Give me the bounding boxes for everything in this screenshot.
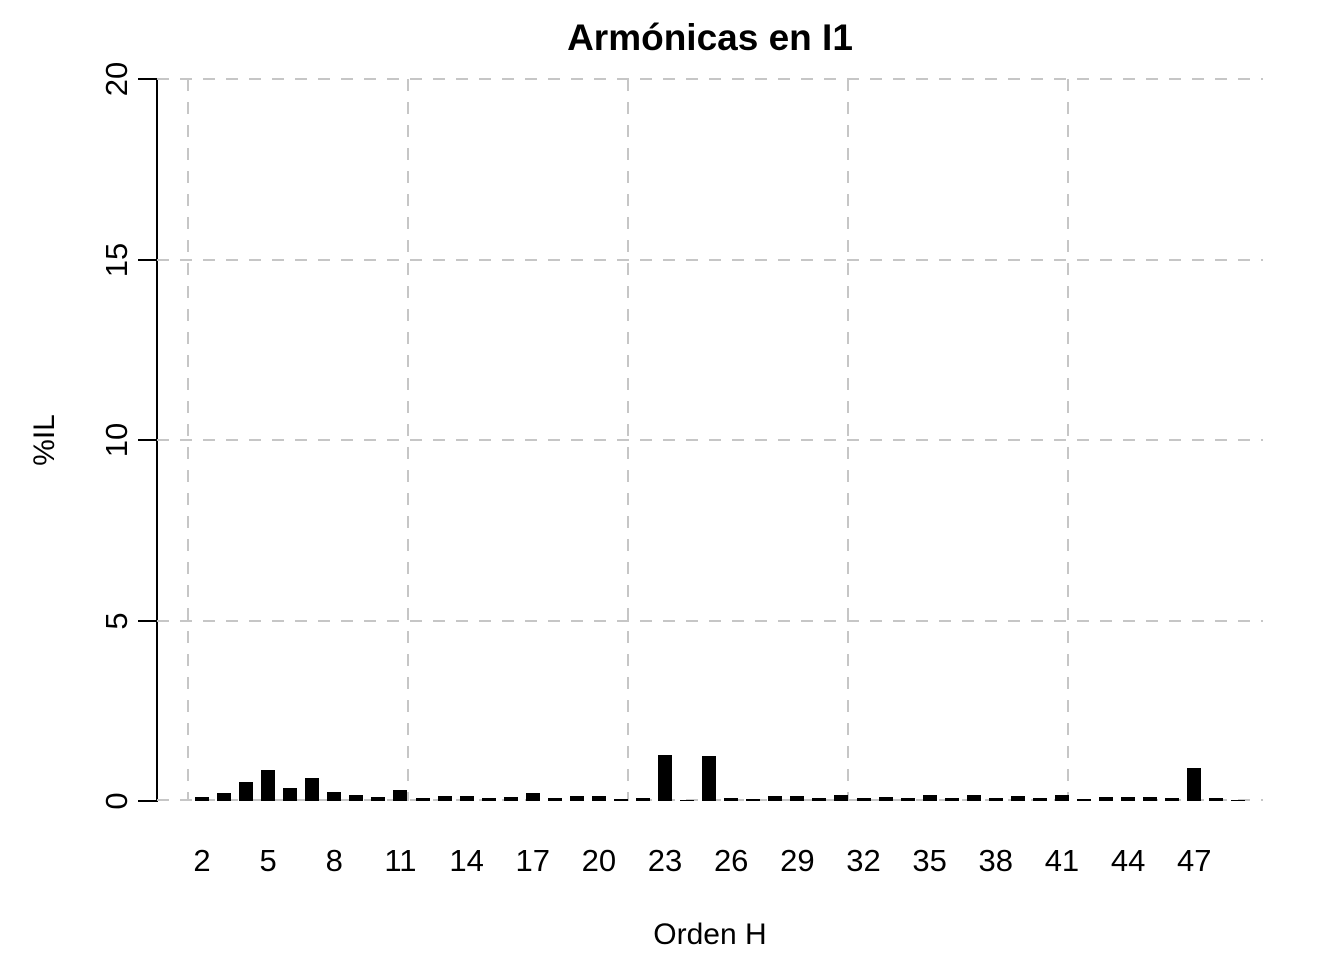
grid-v-line — [407, 79, 409, 801]
bar — [680, 800, 694, 801]
bar — [393, 790, 407, 801]
bar — [548, 798, 562, 801]
bar — [812, 798, 826, 801]
grid-h-line — [157, 619, 1263, 622]
bar — [746, 799, 760, 801]
y-tick — [138, 800, 157, 802]
chart-title: Armónicas en I1 — [567, 17, 853, 58]
bar — [614, 799, 628, 801]
x-tick-label: 5 — [259, 843, 277, 878]
grid-h-line — [157, 439, 1263, 441]
grid-v-line — [1067, 79, 1069, 801]
bar — [195, 797, 209, 801]
bar — [349, 795, 363, 801]
bar — [438, 796, 452, 801]
grid-v-line — [847, 79, 849, 801]
bar — [327, 792, 341, 801]
grid-h-line — [157, 258, 1263, 261]
bar — [834, 795, 848, 801]
bar — [1165, 798, 1179, 801]
x-tick-label: 2 — [193, 843, 211, 878]
grid-h-line — [157, 78, 1263, 80]
bar — [1209, 798, 1223, 801]
bar — [239, 782, 253, 801]
bar — [570, 796, 584, 801]
bar — [1143, 797, 1157, 801]
y-axis-title: %IL — [28, 414, 61, 466]
x-tick-label: 8 — [325, 843, 343, 878]
x-tick-label: 20 — [581, 843, 617, 878]
x-tick-label: 14 — [449, 843, 484, 878]
bar — [217, 793, 231, 801]
bar — [283, 788, 297, 801]
bar — [790, 796, 804, 801]
y-tick-label: 5 — [99, 611, 134, 630]
y-tick — [138, 439, 157, 441]
bar — [1077, 799, 1091, 801]
x-tick-label: 35 — [912, 843, 947, 878]
y-tick-label: 0 — [99, 792, 134, 810]
bar — [460, 796, 474, 801]
grid-v-line — [187, 79, 189, 801]
bar — [1231, 800, 1245, 801]
bar — [658, 755, 672, 801]
bar — [305, 778, 319, 801]
bar — [1033, 798, 1047, 801]
x-tick-label: 23 — [647, 843, 683, 878]
bar — [1099, 797, 1113, 801]
bar — [592, 796, 606, 801]
x-axis-title: Orden H — [653, 918, 767, 951]
y-tick — [138, 258, 157, 261]
bar — [1121, 797, 1135, 801]
bar — [879, 797, 893, 801]
y-tick — [138, 78, 157, 80]
x-tick-label: 41 — [1044, 843, 1080, 878]
bar — [1187, 768, 1201, 801]
x-tick-label: 17 — [515, 843, 550, 878]
bar — [857, 798, 871, 801]
bar — [724, 798, 738, 801]
x-tick-label: 26 — [713, 843, 749, 878]
y-tick-label: 10 — [99, 422, 134, 458]
bar — [768, 796, 782, 801]
x-tick-label: 47 — [1177, 843, 1212, 878]
bar — [1011, 796, 1025, 801]
x-tick-label: 44 — [1110, 843, 1146, 878]
bar — [945, 798, 959, 801]
x-tick-label: 11 — [384, 843, 417, 878]
plot-area — [157, 78, 1263, 801]
x-tick-label: 38 — [978, 843, 1014, 878]
bar — [967, 795, 981, 801]
bar — [989, 798, 1003, 801]
y-tick-label: 20 — [99, 61, 134, 97]
bar — [482, 798, 496, 801]
bar — [416, 798, 430, 801]
x-tick-label: 32 — [846, 843, 881, 878]
bar — [1055, 795, 1069, 801]
bar — [504, 797, 518, 801]
bar — [636, 798, 650, 801]
bar — [371, 797, 385, 801]
bar — [923, 795, 937, 801]
y-tick — [138, 619, 157, 622]
y-tick-label: 15 — [99, 242, 134, 277]
grid-v-line — [627, 79, 629, 801]
bar — [702, 756, 716, 801]
bar — [526, 793, 540, 801]
bar — [261, 770, 275, 801]
bar — [901, 798, 915, 801]
x-tick-label: 29 — [780, 843, 815, 878]
